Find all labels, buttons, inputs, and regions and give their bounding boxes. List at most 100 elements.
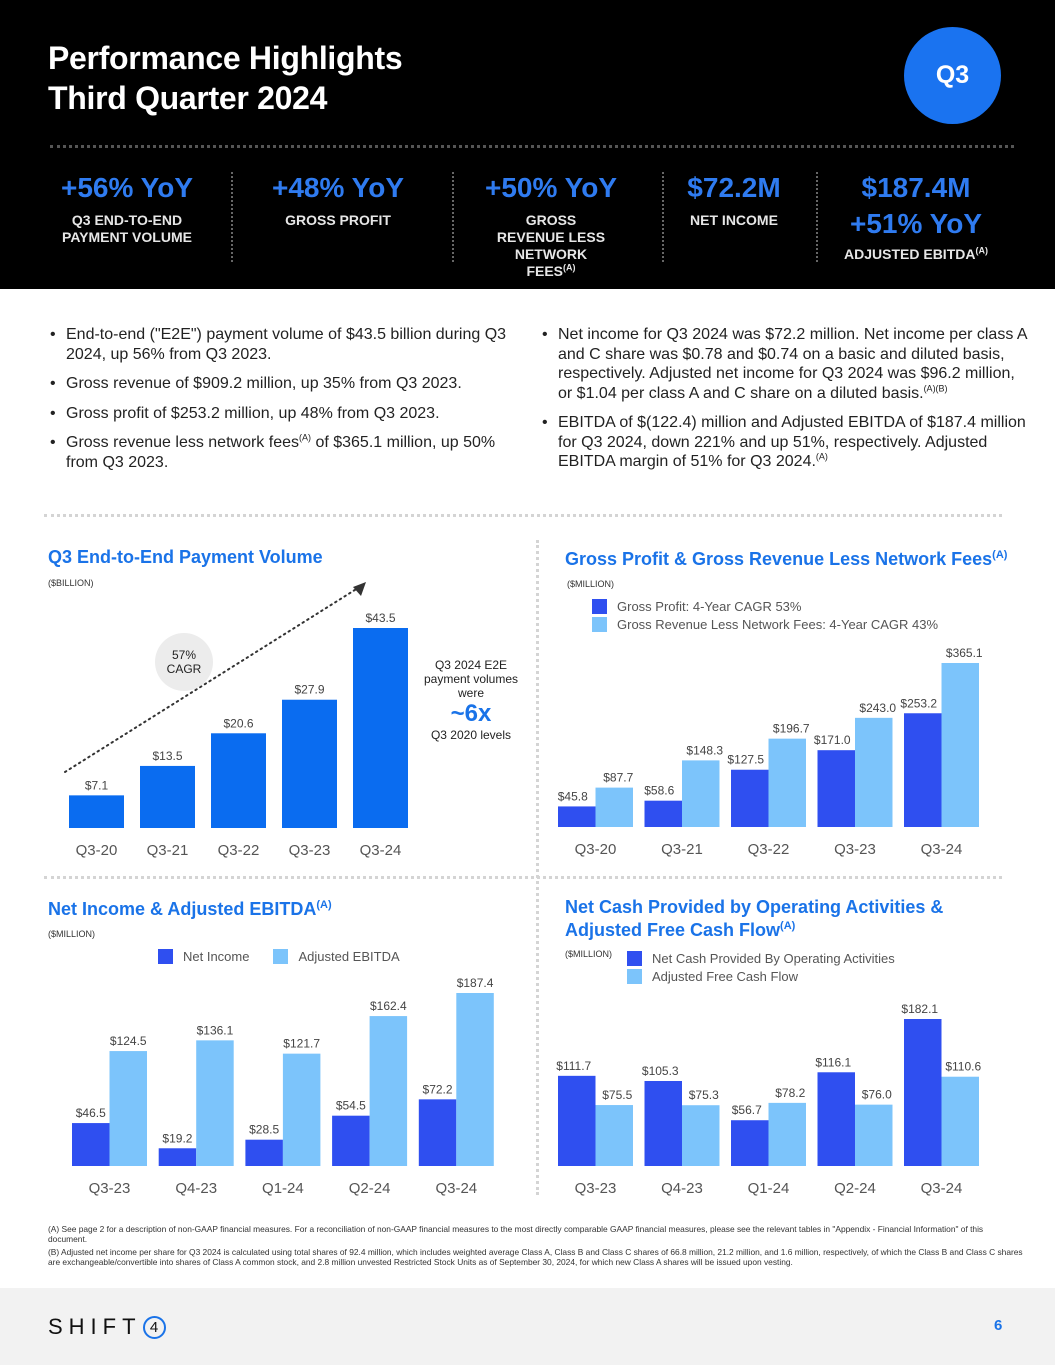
legend-label: Net Income — [183, 948, 250, 964]
bar-Q4-23-series-1 — [682, 1105, 720, 1166]
kpi-value: +56% YoY — [60, 172, 194, 203]
data-label: $46.5 — [76, 1106, 106, 1120]
legend-item: Gross Profit: 4-Year CAGR 53% — [592, 597, 938, 615]
legend-swatch — [592, 598, 607, 614]
x-tick-label: Q3-23 — [834, 841, 876, 858]
chart-grid-divider — [536, 540, 539, 1195]
footnote-ref: (A) — [316, 899, 332, 911]
kpi-value: $187.4M — [861, 172, 971, 203]
e2e-annotation: Q3 2024 E2E payment volumes were ~6x Q3 … — [418, 658, 524, 742]
bar-Q4-23-series-0 — [644, 1080, 682, 1166]
data-label: $111.7 — [556, 1059, 591, 1073]
bar-Q2-24-series-0 — [332, 1115, 370, 1166]
bullet-text: of $365.1 million, up 50% from Q3 2023. — [66, 434, 496, 471]
data-label: $13.5 — [152, 749, 182, 763]
kpi-label: GROSS REVENUE LESS NETWORK FEES(A) — [492, 212, 610, 280]
data-label: $7.1 — [85, 778, 109, 792]
page-number: 6 — [994, 1317, 1003, 1334]
kpi-divider — [816, 172, 818, 262]
legend-item: Gross Revenue Less Network Fees: 4-Year … — [592, 615, 938, 633]
kpi-adjusted-ebitda: $187.4M +51% YoY ADJUSTED EBITDA(A) — [830, 170, 1002, 263]
x-tick-label: Q3-22 — [218, 842, 260, 859]
bar-Q3-24-series-0 — [418, 1099, 457, 1166]
bar-Q4-23-series-1 — [196, 1040, 234, 1166]
chart-title: Q3 End-to-End Payment Volume — [48, 547, 323, 567]
bar-Q3-21-series-0 — [140, 765, 195, 828]
x-tick-label: Q4-23 — [661, 1180, 703, 1197]
kpi-label: GROSS PROFIT — [285, 212, 391, 228]
chart-unit: ($MILLION) — [567, 579, 615, 589]
data-label: $56.7 — [732, 1103, 762, 1117]
chart-title: Net Income & Adjusted EBITDA(A) — [48, 898, 332, 921]
header-divider — [50, 145, 1014, 148]
data-label: $78.2 — [775, 1086, 805, 1100]
kpi-divider — [452, 172, 454, 262]
footnote-ref: (A) — [299, 432, 311, 443]
bar-Q1-24-series-1 — [768, 1102, 806, 1166]
legend-label: Adjusted EBITDA — [298, 948, 400, 964]
bar-Q3-20-series-0 — [558, 806, 596, 827]
data-label: $162.4 — [370, 999, 407, 1013]
x-tick-label: Q3-22 — [748, 841, 790, 858]
bar-Q3-24-series-1 — [941, 663, 979, 827]
highlights-left: End-to-end ("E2E") payment volume of $43… — [48, 325, 528, 482]
chart-title: Gross Profit & Gross Revenue Less Networ… — [565, 548, 1007, 571]
trend-arrow-head-icon — [353, 582, 366, 596]
footnote-ref: (A) — [975, 245, 988, 256]
bar-Q2-24-series-1 — [855, 1104, 893, 1166]
cagr-value: 57% — [171, 648, 197, 662]
bar-Q3-23-series-0 — [558, 1075, 596, 1166]
trend-arrow-line — [64, 587, 359, 773]
page-title: Performance Highlights Third Quarter 202… — [48, 38, 403, 118]
x-tick-label: Q3-21 — [147, 842, 189, 859]
highlights-right: Net income for Q3 2024 was $72.2 million… — [540, 325, 1028, 482]
chart-legend: Net Income Adjusted EBITDA — [158, 947, 400, 965]
x-tick-label: Q2-24 — [834, 1180, 876, 1197]
bar-Q3-24-series-0 — [904, 1019, 942, 1166]
bar-Q3-23-series-0 — [72, 1123, 110, 1166]
footnote-ref: (A) — [780, 920, 796, 932]
bullet-item: Net income for Q3 2024 was $72.2 million… — [540, 325, 1028, 403]
legend-item: Net Income — [158, 947, 249, 965]
header-banner: Performance Highlights Third Quarter 202… — [0, 0, 1055, 289]
data-label: $243.0 — [859, 701, 896, 715]
bullet-text: Gross revenue less network fees — [66, 434, 299, 451]
x-tick-label: Q3-24 — [921, 841, 963, 858]
chart-title: Net Cash Provided by Operating Activitie… — [565, 896, 943, 942]
footnote-ref: (A)(B) — [923, 383, 948, 394]
bar-Q3-24-series-1 — [941, 1076, 979, 1166]
bar-Q1-24-series-1 — [282, 1053, 321, 1166]
bar-Q3-20-series-0 — [69, 795, 124, 828]
bar-Q2-24-series-0 — [817, 1072, 855, 1166]
kpi-label: Q3 END-TO-END PAYMENT VOLUME — [62, 212, 192, 245]
gross-profit-chart: $45.8 $87.7 Q3-20 $58.6 $148.3 Q3-21 $127.5 $19… — [558, 646, 983, 858]
bar-Q3-21-series-1 — [682, 760, 720, 827]
bar-Q1-24-series-0 — [731, 1120, 769, 1166]
footnote-b: (B) Adjusted net income per share for Q3… — [48, 1247, 1023, 1267]
chart-grid-divider — [44, 876, 1002, 879]
kpi-label: ADJUSTED EBITDA(A) — [830, 246, 1002, 263]
data-label: $196.7 — [773, 722, 810, 736]
footnotes: (A) See page 2 for a description of non-… — [48, 1224, 1023, 1270]
kpi-label: NET INCOME — [690, 212, 778, 228]
legend-label: Net Cash Provided By Operating Activitie… — [652, 950, 895, 966]
x-tick-label: Q3-21 — [661, 841, 703, 858]
data-label: $253.2 — [900, 696, 937, 710]
x-tick-label: Q3-24 — [921, 1180, 963, 1197]
bullet-item: EBITDA of $(122.4) million and Adjusted … — [540, 413, 1028, 472]
data-label: $116.1 — [815, 1055, 851, 1069]
chart-unit: ($MILLION) — [48, 929, 96, 939]
kpi-gross-profit: +48% YoY GROSS PROFIT — [258, 170, 418, 229]
x-tick-label: Q3-23 — [89, 1180, 131, 1197]
chart-unit: ($MILLION) — [565, 949, 613, 959]
chart-unit: ($BILLION) — [48, 578, 94, 588]
data-label: $19.2 — [162, 1131, 192, 1145]
bullet-item: Gross revenue less network fees(A) of $3… — [48, 433, 528, 472]
data-label: $187.4 — [457, 976, 494, 990]
bullet-text: EBITDA of $(122.4) million and Adjusted … — [558, 414, 1026, 470]
data-label: $45.8 — [558, 789, 588, 803]
kpi-value-yoy: +51% YoY — [849, 208, 983, 239]
x-tick-label: Q3-24 — [360, 842, 402, 859]
legend-swatch — [627, 950, 642, 966]
net-income-ebitda-chart: $46.5 $124.5 Q3-23 $19.2 $136.1 Q4-23 $28.5 $12… — [72, 976, 494, 1197]
